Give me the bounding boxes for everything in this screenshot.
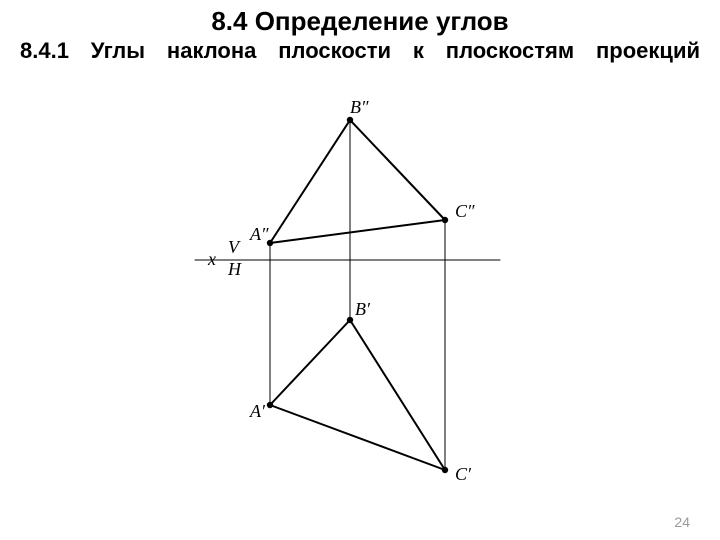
projection-diagram: xVH A″ B″ C″ A′ B′ C′	[0, 65, 720, 505]
svg-text:B″: B″	[350, 97, 369, 117]
svg-text:V: V	[228, 237, 241, 257]
svg-text:A″: A″	[249, 224, 269, 244]
svg-text:C″: C″	[455, 201, 475, 221]
svg-text:C′: C′	[455, 464, 472, 484]
svg-text:H: H	[227, 259, 242, 279]
diagram-container: xVH A″ B″ C″ A′ B′ C′	[0, 65, 720, 505]
svg-text:B′: B′	[355, 299, 371, 319]
svg-text:x: x	[207, 249, 216, 269]
page-title: 8.4 Определение углов	[0, 6, 720, 37]
svg-text:A′: A′	[249, 401, 266, 421]
page-number: 24	[674, 514, 690, 530]
section-subtitle: 8.4.1 Углы наклона плоскости к плоскостя…	[0, 37, 720, 65]
